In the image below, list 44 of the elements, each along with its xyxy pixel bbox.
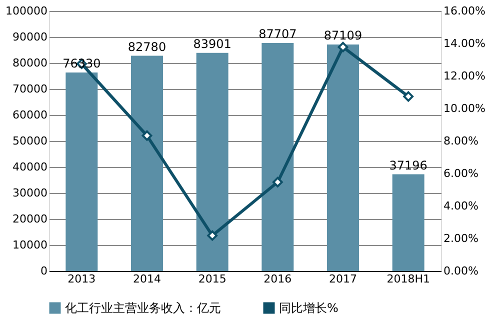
y-tick-label: 20000 <box>12 212 48 226</box>
data-label: 87707 <box>258 26 297 41</box>
bar <box>262 42 294 271</box>
y-tick-label: 0 <box>40 264 48 278</box>
y-tick-label: 30000 <box>12 186 48 200</box>
legend-label: 化工行业主营业务收入：亿元 <box>65 301 221 315</box>
data-label: 37196 <box>389 158 428 172</box>
y-tick-label: 40000 <box>12 160 48 174</box>
bar <box>327 44 359 271</box>
data-label: 82780 <box>128 40 166 54</box>
y2-tick-label: 16.00% <box>444 4 486 18</box>
y-tick-label: 60000 <box>12 108 48 122</box>
legend-label: 同比增长% <box>279 301 338 315</box>
y2-tick-label: 2.00% <box>444 232 478 245</box>
bar <box>392 174 424 271</box>
data-label: 83901 <box>193 36 232 51</box>
y-tick-label: 90000 <box>12 30 48 44</box>
x-tick-label: 2017 <box>329 272 357 286</box>
y2-tick-label: 4.00% <box>444 200 478 212</box>
point <box>272 176 283 188</box>
point <box>403 91 414 102</box>
x-tick-label: 2013 <box>68 272 96 286</box>
y-tick-label: 80000 <box>12 56 48 70</box>
y-tick-label: 10000 <box>12 238 48 252</box>
x-tick-label: 2016 <box>264 272 292 286</box>
point <box>142 130 152 141</box>
point <box>207 230 218 241</box>
point <box>338 42 348 52</box>
y-tick-label: 50000 <box>12 134 48 148</box>
y2-tick-label: 10.00% <box>444 102 486 115</box>
x-tick-label: 2014 <box>133 272 161 286</box>
y2-tick-label: 12.00% <box>444 70 486 82</box>
y2-tick-label: 14.00% <box>444 37 486 50</box>
bar <box>196 52 228 271</box>
bar <box>131 56 163 271</box>
data-label: 87109 <box>324 28 362 43</box>
bar <box>66 72 98 271</box>
y-tick-label: 70000 <box>12 82 48 96</box>
x-tick-label: 2015 <box>198 272 226 286</box>
y2-tick-label: 8.00% <box>444 134 478 148</box>
x-tick-label: 2018H1 <box>386 272 430 286</box>
y2-tick-label: 0.00% <box>444 264 478 278</box>
y2-tick-label: 6.00% <box>444 167 478 180</box>
y-tick-label: 100000 <box>6 4 48 18</box>
